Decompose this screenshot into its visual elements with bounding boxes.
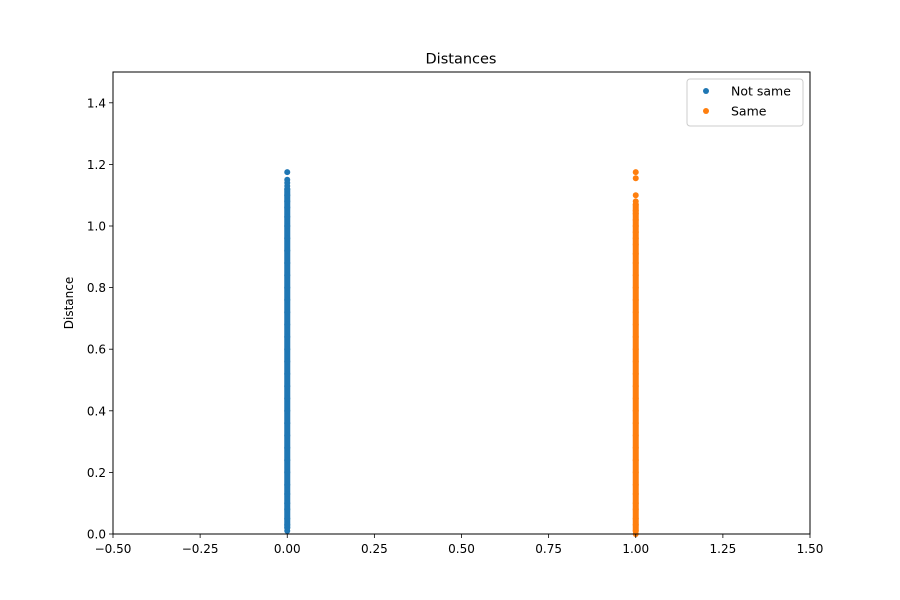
x-tick-label: 1.00 — [622, 542, 649, 556]
series-1-point — [632, 420, 639, 427]
y-tick-label: 0.0 — [87, 528, 106, 542]
series-1-point — [632, 500, 639, 507]
series-1-point — [632, 272, 639, 279]
series-1-point — [632, 321, 639, 328]
series-0-point — [284, 432, 291, 439]
series-1-point — [632, 235, 639, 242]
series-0-point — [284, 383, 291, 390]
series-0-point — [284, 259, 291, 266]
series-0-point — [284, 333, 291, 340]
series-0-point — [284, 198, 291, 205]
series-0-point — [284, 223, 291, 229]
series-1-point — [632, 175, 639, 182]
legend-label-0: Not same — [731, 84, 791, 99]
series-0-point — [284, 506, 291, 513]
series-0-point — [284, 192, 291, 199]
series-0-point — [284, 272, 291, 279]
y-tick-label: 1.2 — [87, 158, 106, 172]
series-0-point — [284, 247, 291, 254]
series-1-point — [632, 333, 639, 340]
series-1-point — [632, 527, 639, 534]
series-0-point — [284, 321, 291, 328]
series-0-point — [284, 169, 291, 176]
series-1-point — [632, 457, 639, 464]
series-0-point — [284, 469, 291, 476]
plot-area: −0.50 −0.25 0.00 0.25 0.50 0.75 1.00 1.25 1.50 0.… — [87, 71, 824, 556]
series-1-point — [632, 481, 639, 488]
series-1-point — [632, 259, 639, 266]
series-0-strip — [284, 185, 291, 531]
series-1-point — [632, 444, 639, 451]
legend: Not same Same — [686, 78, 804, 127]
series-1-point — [632, 432, 639, 439]
legend-marker-1 — [703, 108, 709, 114]
series-0-point — [284, 444, 291, 451]
series-1-point — [632, 192, 639, 199]
series-1-point — [632, 383, 639, 390]
series-1-strip — [632, 201, 639, 535]
series-1-point — [632, 241, 639, 248]
chart-title: Distances — [426, 52, 497, 68]
series-1-point — [632, 395, 639, 402]
series-1-point — [632, 490, 639, 497]
x-tick-label: −0.50 — [95, 542, 132, 556]
x-tick-label: −0.25 — [182, 542, 219, 556]
y-tick-label: 1.0 — [87, 220, 106, 234]
legend-box — [686, 78, 804, 127]
y-tick-label: 0.2 — [87, 466, 106, 480]
series-1-point — [632, 296, 639, 303]
x-tick-label: 0.75 — [535, 542, 562, 556]
series-0-point — [284, 235, 291, 242]
series-0-point — [284, 407, 291, 414]
series-0-point — [284, 204, 291, 211]
series-1-point — [632, 216, 639, 223]
series-1-point — [632, 506, 639, 513]
series-1-point — [632, 407, 639, 414]
series-0-point — [284, 457, 291, 464]
series-0-point — [284, 515, 291, 522]
series-1-point — [632, 198, 639, 205]
legend-label-1: Same — [731, 104, 767, 119]
series-0-point — [284, 500, 291, 507]
series-0-point — [284, 395, 291, 402]
series-1-point — [632, 250, 639, 257]
series-0-point — [284, 420, 291, 427]
y-axis-label: Distance — [62, 277, 76, 329]
series-0-point — [284, 370, 291, 377]
series-0-point — [284, 358, 291, 365]
y-tick-label: 0.4 — [87, 404, 106, 418]
series-1-point — [632, 346, 639, 353]
series-0-point — [284, 309, 291, 316]
series-0-point — [284, 521, 291, 528]
x-tick-label: 0.25 — [361, 542, 388, 556]
series-0-point — [284, 213, 291, 220]
series-0-point — [284, 176, 291, 183]
y-tick-label: 0.6 — [87, 343, 106, 357]
series-1-point — [632, 469, 639, 476]
x-tick-label: 1.25 — [710, 542, 737, 556]
y-tick-label: 0.8 — [87, 281, 106, 295]
series-1-point — [632, 169, 639, 176]
series-1-point — [632, 521, 639, 528]
legend-marker-0 — [703, 88, 709, 94]
series-1-point — [632, 370, 639, 377]
series-1-point — [632, 284, 639, 291]
series-1-point — [632, 229, 639, 236]
series-1-point — [632, 223, 639, 229]
series-0-point — [284, 346, 291, 353]
series-1-point — [632, 207, 639, 214]
series-0-point — [284, 284, 291, 291]
x-tick-label: 1.50 — [797, 542, 824, 556]
series-1-point — [632, 358, 639, 365]
series-0-point — [284, 296, 291, 303]
series-1-point — [632, 309, 639, 316]
y-tick-label: 1.4 — [87, 96, 106, 110]
x-tick-label: 0.00 — [274, 542, 301, 556]
series-0-point — [284, 490, 291, 497]
series-0-point — [284, 481, 291, 488]
series-1-point — [632, 515, 639, 522]
x-tick-label: 0.50 — [448, 542, 475, 556]
